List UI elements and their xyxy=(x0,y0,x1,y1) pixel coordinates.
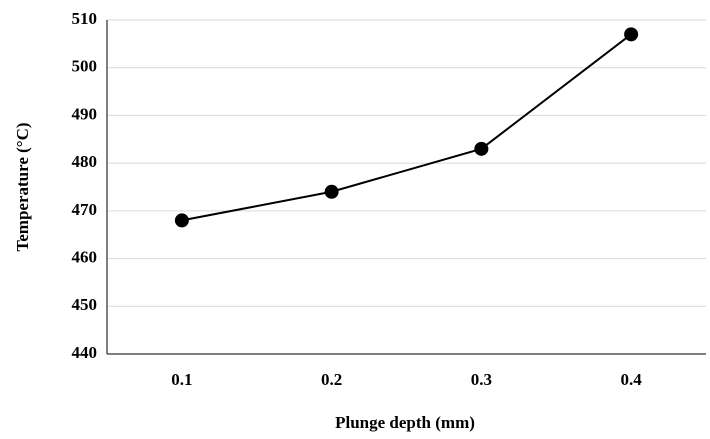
marker xyxy=(474,141,489,156)
y-tick-label: 460 xyxy=(72,247,98,266)
y-axis-label: Temperature (°C) xyxy=(13,122,32,251)
x-axis-label: Plunge depth (mm) xyxy=(335,413,475,432)
y-tick-label: 500 xyxy=(72,57,98,76)
x-tick-label: 0.1 xyxy=(171,370,192,389)
y-tick-label: 450 xyxy=(72,295,98,314)
y-tick-label: 490 xyxy=(72,104,98,123)
x-tick-label: 0.2 xyxy=(321,370,342,389)
y-tick-label: 470 xyxy=(72,200,98,219)
marker xyxy=(624,27,639,42)
x-tick-label: 0.3 xyxy=(471,370,492,389)
marker xyxy=(174,213,189,228)
line xyxy=(181,33,632,222)
y-tick-label: 510 xyxy=(72,9,98,28)
marker xyxy=(324,184,339,199)
x-tick-label: 0.4 xyxy=(621,370,643,389)
y-tick-label: 440 xyxy=(72,343,98,362)
y-tick-label: 480 xyxy=(72,152,98,171)
